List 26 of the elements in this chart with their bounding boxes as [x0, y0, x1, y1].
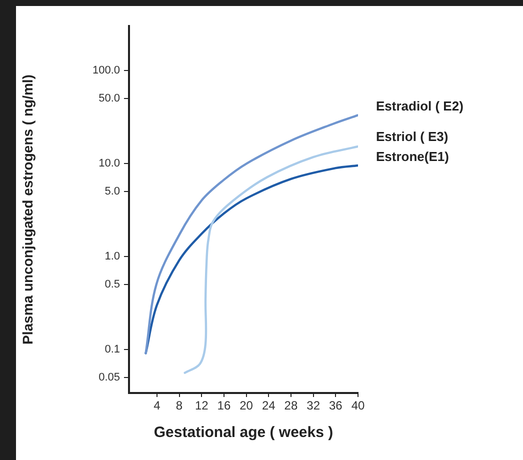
y-tick-label: 1.0	[104, 250, 120, 262]
series-label: Estriol ( E3)	[376, 129, 448, 144]
x-tick-label: 36	[328, 398, 343, 413]
x-axis-title: Gestational age ( weeks )	[154, 424, 334, 442]
x-tick-label: 12	[194, 398, 209, 413]
x-tick-label: 40	[351, 398, 365, 413]
series-label: Estradiol ( E2)	[376, 98, 464, 114]
y-axis-title: Plasma unconjugated estrogens ( ng/ml)	[19, 74, 36, 344]
x-tick-label: 28	[284, 398, 298, 413]
x-tick-label: 20	[240, 398, 254, 413]
line-series	[144, 114, 358, 354]
x-tick-label: 24	[262, 398, 276, 413]
y-tick-label: 5.0	[104, 185, 120, 198]
y-tick-label: 0.5	[104, 278, 120, 290]
y-tick-label: 0.1	[104, 343, 120, 356]
x-tick-label: 16	[217, 398, 231, 413]
x-tick-label: 32	[306, 398, 320, 413]
y-tick-label: 100.0	[92, 64, 120, 76]
line-series	[184, 145, 358, 374]
y-tick-label: 50.0	[98, 92, 120, 104]
y-tick-label: 0.05	[98, 371, 120, 384]
series-label: Estrone(E1)	[376, 149, 449, 164]
x-tick-label: 4	[154, 398, 161, 413]
y-tick-label: 10.0	[98, 157, 120, 170]
line-series	[144, 164, 358, 354]
x-tick-label: 8	[176, 398, 183, 413]
